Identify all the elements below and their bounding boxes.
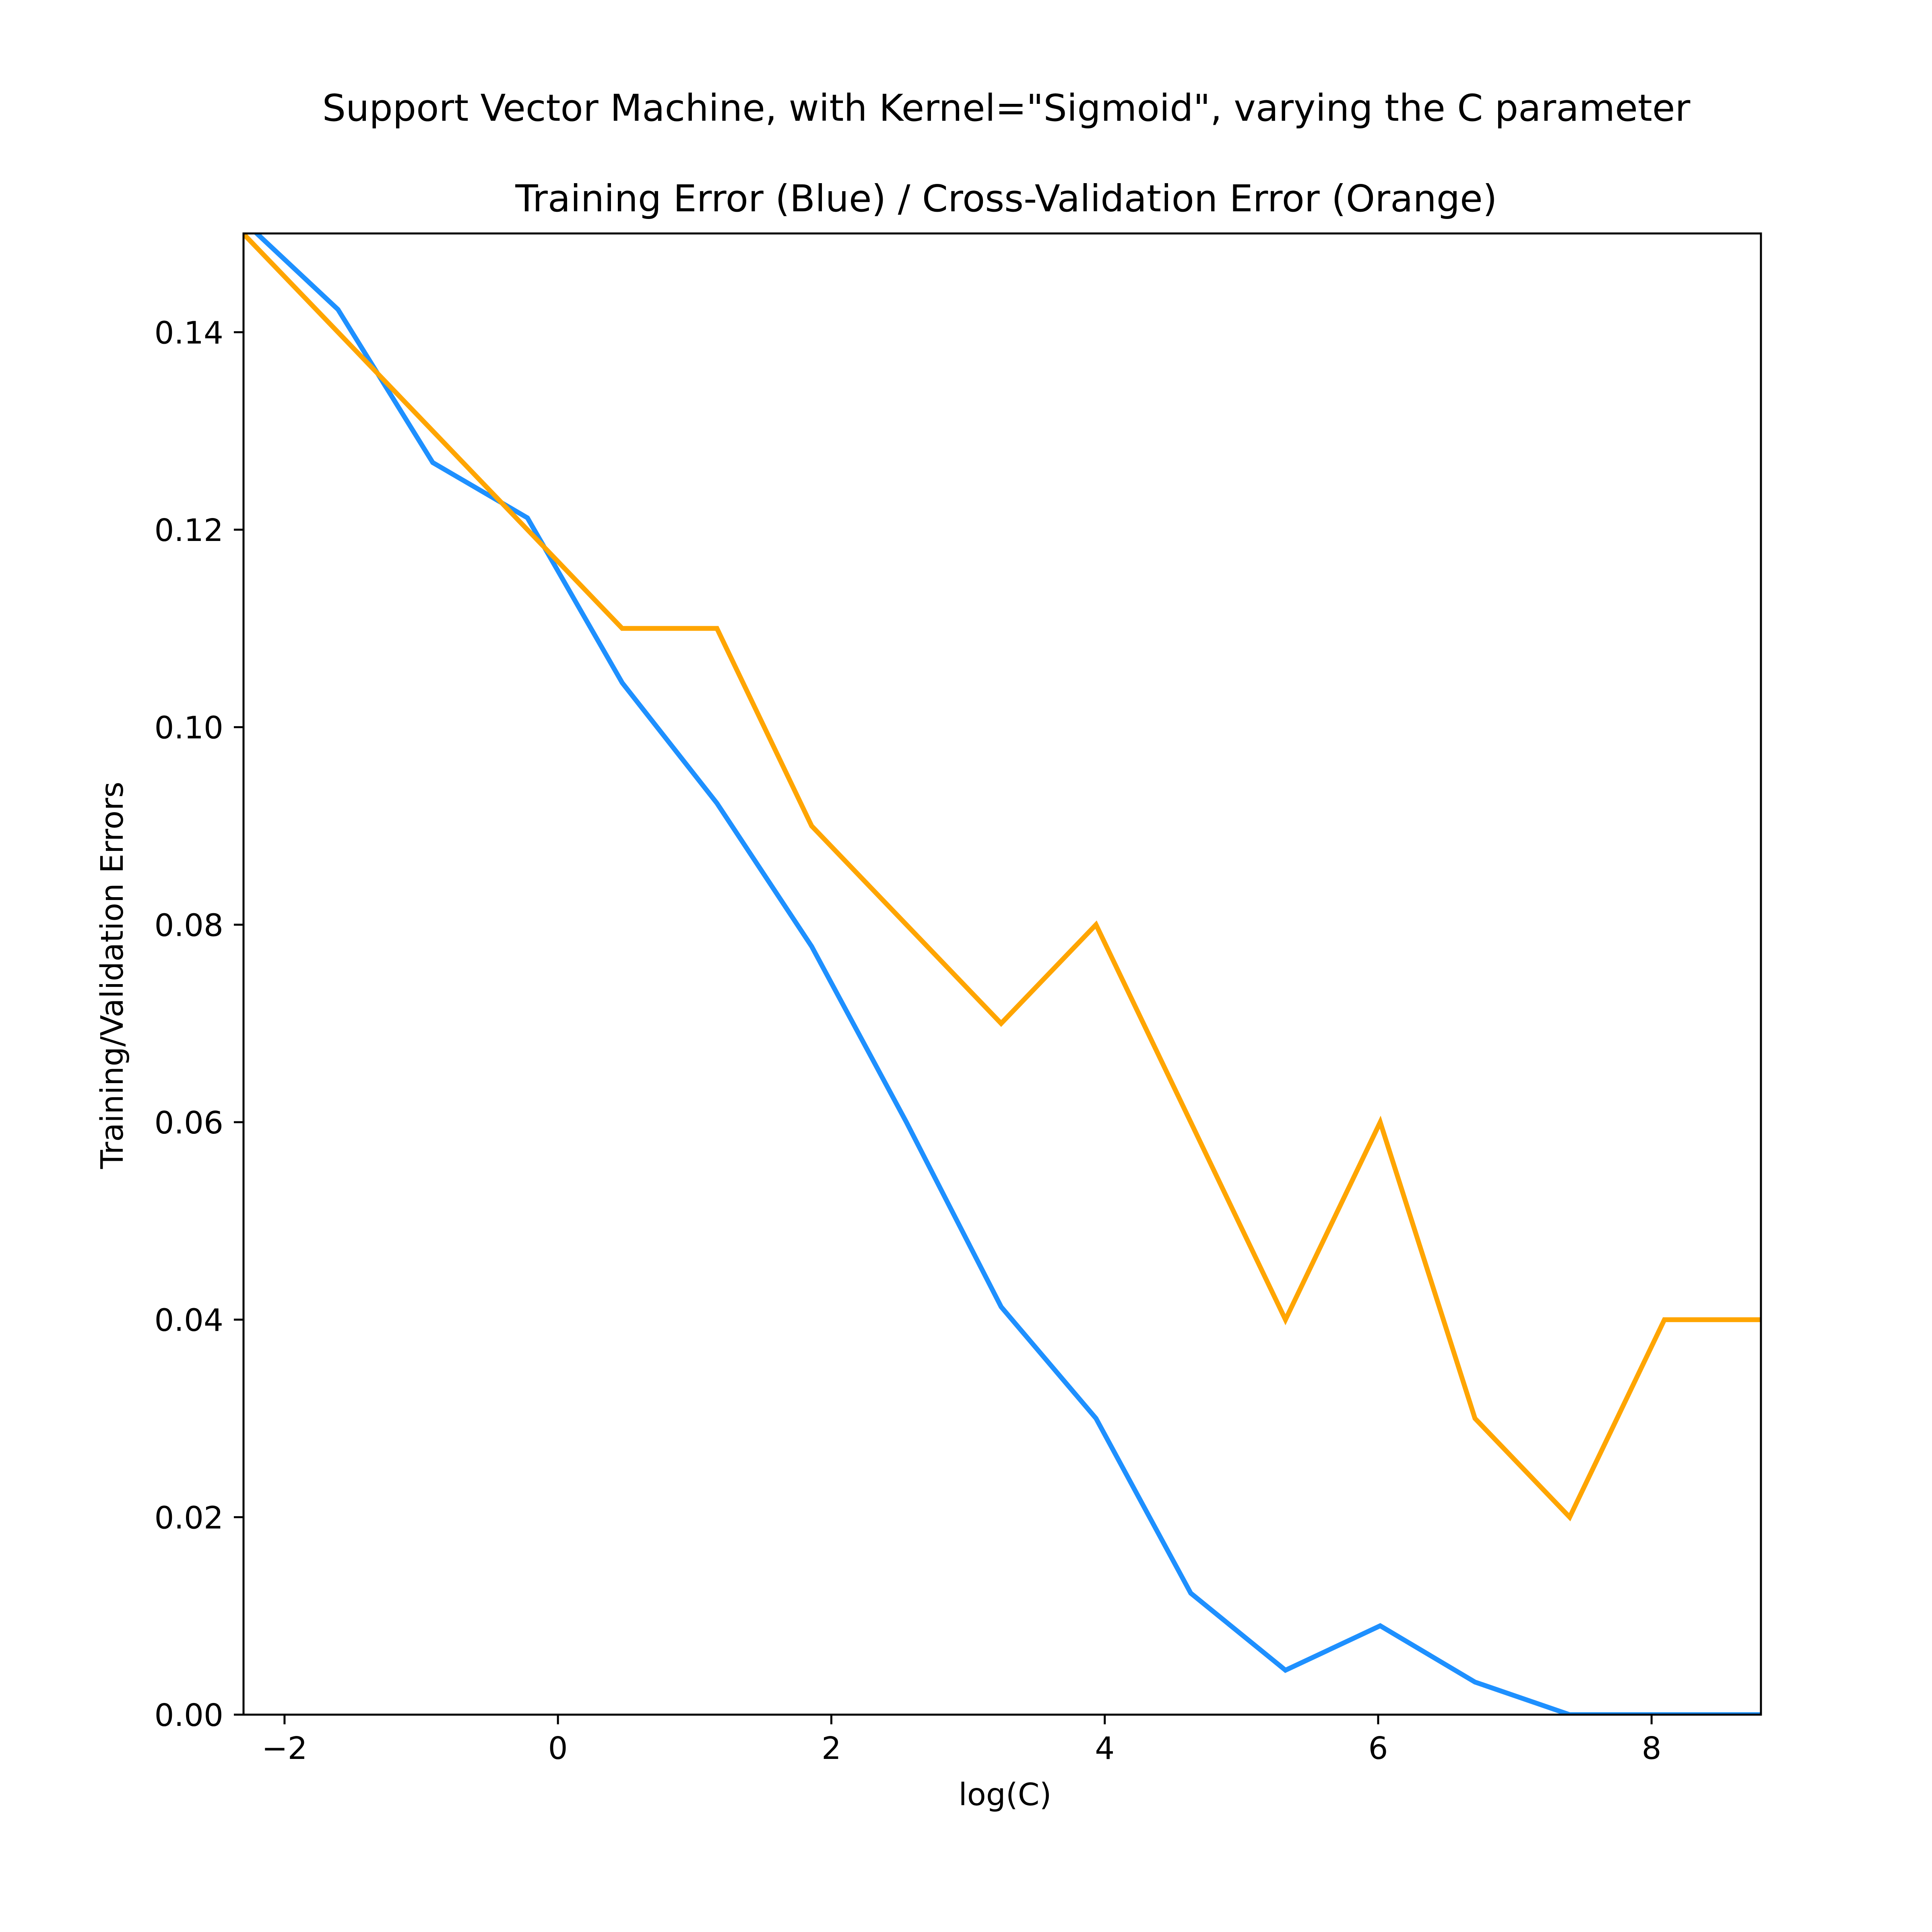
x-tick-label: 6	[1368, 1731, 1388, 1767]
y-tick-label: 0.00	[155, 1698, 223, 1734]
y-tick-label: 0.14	[155, 315, 223, 351]
series-group	[244, 233, 1761, 1715]
y-tick-label: 0.12	[155, 513, 223, 549]
y-axis-label: Training/Validation Errors	[95, 782, 130, 1169]
chart-title: Support Vector Machine, with Kernel="Sig…	[322, 87, 1690, 130]
plot-area: −2 0 2 4 6 8 0.00 0.02 0.04 0.06 0.08 0.10 0.12 0.14	[155, 232, 1762, 1767]
y-tick-label: 0.06	[155, 1105, 223, 1141]
y-tick-label: 0.08	[155, 908, 223, 943]
x-tick-label: −2	[262, 1731, 308, 1767]
x-tick-label: 4	[1095, 1731, 1115, 1767]
x-tick-label: 8	[1642, 1731, 1662, 1767]
chart-subtitle: Training Error (Blue) / Cross-Validation…	[515, 177, 1497, 220]
axes-frame	[242, 232, 1762, 1716]
series-line-1	[244, 233, 1761, 1521]
x-axis-label: log(C)	[958, 1777, 1051, 1813]
x-tick-label: 0	[548, 1731, 568, 1767]
x-tick-label: 2	[822, 1731, 841, 1767]
y-tick-label: 0.04	[155, 1303, 223, 1339]
y-tick-label: 0.02	[155, 1500, 223, 1536]
y-tick-label: 0.10	[155, 710, 223, 746]
